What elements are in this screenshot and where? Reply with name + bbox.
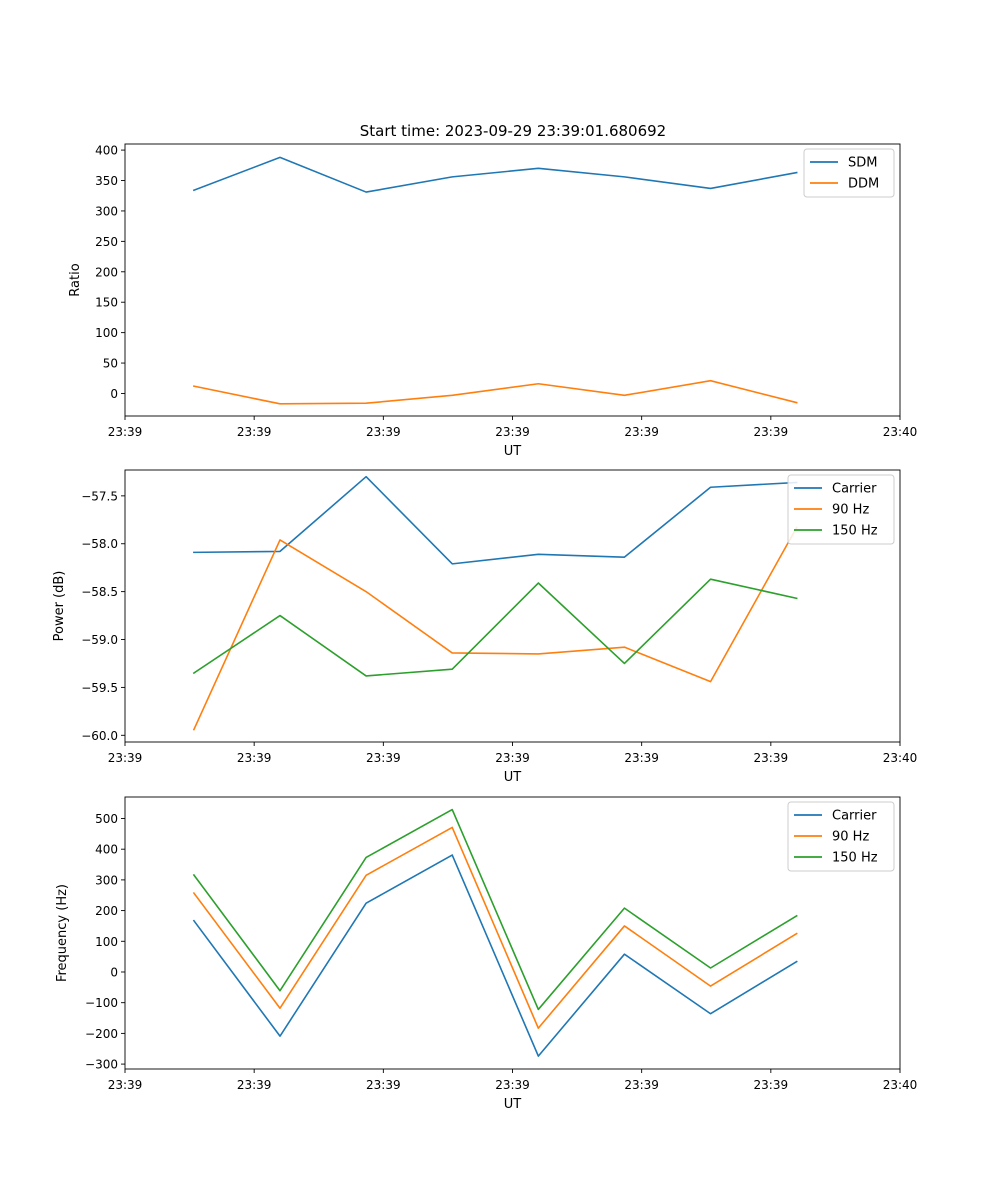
y-tick-label: 0 [110,387,118,401]
y-axis-label: Power (dB) [52,571,67,642]
y-tick-label: 200 [95,904,118,918]
x-tick-label: 23:39 [754,1078,789,1092]
series-line-90-hz [192,526,798,731]
x-tick-label: 23:40 [883,425,918,439]
y-tick-label: 300 [95,873,118,887]
legend-label: 90 Hz [832,503,869,518]
x-tick-label: 23:39 [237,751,272,765]
y-axis-label: Frequency (Hz) [55,884,70,982]
legend-label: Carrier [832,482,877,497]
x-tick-label: 23:39 [237,1078,272,1092]
legend: SDM DDM [803,148,895,198]
x-tick-label: 23:39 [108,425,143,439]
y-tick-label: −58.0 [81,537,118,551]
y-tick-label: −100 [85,996,118,1010]
series-line-90-hz [192,826,798,1029]
legend-label: Carrier [832,809,877,824]
chart-3: −300 −200 −100 0 100 200 300 400 500 23:39 23:39 23… [55,796,918,1112]
y-tick-label: 300 [95,204,118,218]
x-tick-label: 23:39 [754,751,789,765]
x-axis-label: UT [504,770,522,785]
y-tick-label: 0 [110,965,118,979]
y-tick-label: 50 [103,357,118,371]
y-axis-label: Ratio [68,263,83,296]
y-tick-label: 200 [95,265,118,279]
x-tick-label: 23:39 [495,425,530,439]
x-tick-label: 23:39 [366,425,401,439]
y-tick-label: −59.0 [81,633,118,647]
figure-title: Start time: 2023-09-29 23:39:01.680692 [360,122,666,140]
series-line-sdm [192,156,798,193]
y-tick-label: −58.5 [81,585,118,599]
x-tick-label: 23:40 [883,751,918,765]
x-tick-label: 23:39 [237,425,272,439]
chart-2: −60.0 −59.5 −59.0 −58.5 −58.0 −57.5 23:39 23:39… [52,469,918,785]
x-tick-label: 23:39 [495,1078,530,1092]
x-tick-label: 23:39 [624,1078,659,1092]
y-tick-label: −59.5 [81,681,118,695]
series-line-150-hz [192,808,798,1011]
x-tick-label: 23:39 [624,751,659,765]
y-tick-label: 100 [95,326,118,340]
legend-box [787,474,895,545]
x-tick-label: 23:39 [108,1078,143,1092]
y-tick-label: −57.5 [81,489,118,503]
x-tick-label: 23:39 [366,751,401,765]
charts-container: 0 50 100 150 200 250 300 350 400 23:39 23:39 23:39 2… [52,143,918,1112]
y-tick-label: −300 [85,1058,118,1072]
legend-label: 150 Hz [832,524,878,539]
legend-label: 90 Hz [832,830,869,845]
y-tick-label: 500 [95,812,118,826]
legend-label: SDM [848,156,877,171]
x-axis-label: UT [504,1097,522,1112]
legend-label: 150 Hz [832,851,878,866]
x-axis-label: UT [504,444,522,459]
x-tick-label: 23:40 [883,1078,918,1092]
x-tick-label: 23:39 [624,425,659,439]
legend: Carrier 90 Hz 150 Hz [787,801,895,872]
chart-1: 0 50 100 150 200 250 300 350 400 23:39 23:39 23:39 2… [68,143,918,459]
y-tick-label: 250 [95,235,118,249]
x-tick-label: 23:39 [366,1078,401,1092]
x-tick-label: 23:39 [495,751,530,765]
legend-label: DDM [848,177,879,192]
legend: Carrier 90 Hz 150 Hz [787,474,895,545]
y-tick-label: 400 [95,144,118,158]
y-tick-label: −200 [85,1027,118,1041]
x-tick-label: 23:39 [108,751,143,765]
y-tick-label: 100 [95,935,118,949]
y-tick-label: 400 [95,843,118,857]
series-line-ddm [192,379,798,405]
x-tick-label: 23:39 [754,425,789,439]
y-tick-label: 350 [95,174,118,188]
legend-box [803,148,895,198]
y-tick-label: 150 [95,296,118,310]
series-line-carrier [192,854,798,1057]
series-line-150-hz [192,578,798,677]
y-tick-label: −60.0 [81,729,118,743]
series-line-carrier [193,475,798,565]
legend-box [787,801,895,872]
